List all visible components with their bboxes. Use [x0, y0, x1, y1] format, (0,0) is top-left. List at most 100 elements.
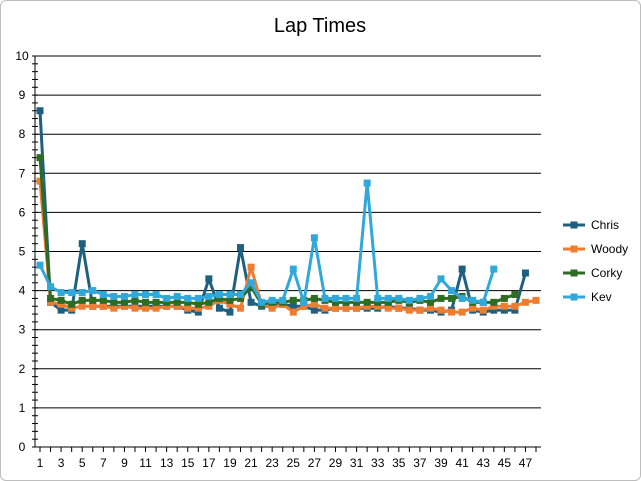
data-point: [99, 291, 107, 299]
data-point: [68, 304, 76, 312]
y-tick-label: 2: [19, 362, 26, 376]
series-chris: [36, 107, 529, 316]
data-point: [395, 304, 403, 312]
legend-swatch-marker: [570, 245, 578, 253]
legend-swatch-marker: [570, 221, 578, 229]
data-point: [374, 294, 382, 302]
y-tick-label: 9: [19, 88, 26, 102]
data-point: [479, 306, 487, 314]
data-point: [184, 298, 192, 306]
data-point: [500, 294, 508, 302]
data-point: [247, 298, 255, 306]
x-tick-label: 35: [392, 456, 406, 470]
data-point: [521, 269, 529, 277]
data-point: [448, 294, 456, 302]
data-point: [89, 302, 97, 310]
data-point: [289, 302, 297, 310]
data-point: [173, 302, 181, 310]
data-point: [237, 304, 245, 312]
x-tick-label: 9: [121, 456, 128, 470]
data-point: [194, 294, 202, 302]
data-point: [310, 306, 318, 314]
data-point: [321, 304, 329, 312]
data-point: [384, 304, 392, 312]
data-point: [68, 300, 76, 308]
data-point: [131, 296, 139, 304]
data-point: [142, 304, 150, 312]
data-point: [300, 302, 308, 310]
data-point: [247, 283, 255, 291]
data-point: [310, 300, 318, 308]
series-line: [38, 180, 537, 314]
data-point: [226, 300, 234, 308]
data-point: [47, 294, 55, 302]
data-point: [353, 304, 361, 312]
data-point: [89, 296, 97, 304]
data-point: [331, 304, 339, 312]
gridlines: [35, 55, 541, 409]
x-tick-label: 45: [498, 456, 512, 470]
data-point: [426, 292, 434, 300]
data-point: [279, 296, 287, 304]
data-point: [120, 292, 128, 300]
x-tick-label: 13: [160, 456, 174, 470]
data-point: [342, 304, 350, 312]
data-point: [215, 304, 223, 312]
data-point: [142, 298, 150, 306]
data-point: [152, 304, 160, 312]
x-tick-label: 25: [287, 456, 301, 470]
legend-label: Corky: [591, 266, 622, 280]
data-point: [289, 308, 297, 316]
data-point: [152, 298, 160, 306]
x-tick-label: 39: [434, 456, 448, 470]
x-tick-label: 19: [223, 456, 237, 470]
data-point: [490, 306, 498, 314]
data-point: [416, 294, 424, 302]
data-point: [36, 261, 44, 269]
y-tick-label: 5: [19, 245, 26, 259]
x-tick-label: 29: [329, 456, 343, 470]
data-point: [131, 304, 139, 312]
data-point: [194, 308, 202, 316]
data-point: [310, 234, 318, 242]
data-point: [289, 265, 297, 273]
data-point: [68, 289, 76, 297]
data-point: [226, 291, 234, 299]
data-point: [500, 302, 508, 310]
data-point: [120, 298, 128, 306]
data-point: [78, 296, 86, 304]
x-tick-label: 23: [265, 456, 279, 470]
data-point: [205, 298, 213, 306]
x-tick-label: 17: [202, 456, 216, 470]
data-point: [57, 289, 65, 297]
data-point: [289, 296, 297, 304]
legend-label: Kev: [591, 290, 612, 304]
data-point: [300, 298, 308, 306]
legend-swatch-marker: [570, 269, 578, 277]
y-tick-label: 4: [19, 284, 26, 298]
data-point: [321, 294, 329, 302]
data-point: [215, 291, 223, 299]
data-point: [405, 296, 413, 304]
data-point: [142, 291, 150, 299]
data-point: [353, 298, 361, 306]
data-point: [110, 292, 118, 300]
data-point: [353, 294, 361, 302]
x-tick-label: 7: [100, 456, 107, 470]
data-point: [331, 294, 339, 302]
data-point: [342, 294, 350, 302]
data-point: [479, 298, 487, 306]
data-point: [374, 298, 382, 306]
data-point: [194, 304, 202, 312]
data-point: [363, 298, 371, 306]
x-tick-label: 47: [519, 456, 533, 470]
data-point: [511, 291, 519, 299]
data-point: [416, 306, 424, 314]
legend-item-corky: Corky: [563, 266, 622, 280]
data-point: [78, 302, 86, 310]
y-tick-label: 6: [19, 205, 26, 219]
chart-title: Lap Times: [274, 15, 366, 37]
data-point: [490, 302, 498, 310]
x-tick-label: 37: [413, 456, 427, 470]
